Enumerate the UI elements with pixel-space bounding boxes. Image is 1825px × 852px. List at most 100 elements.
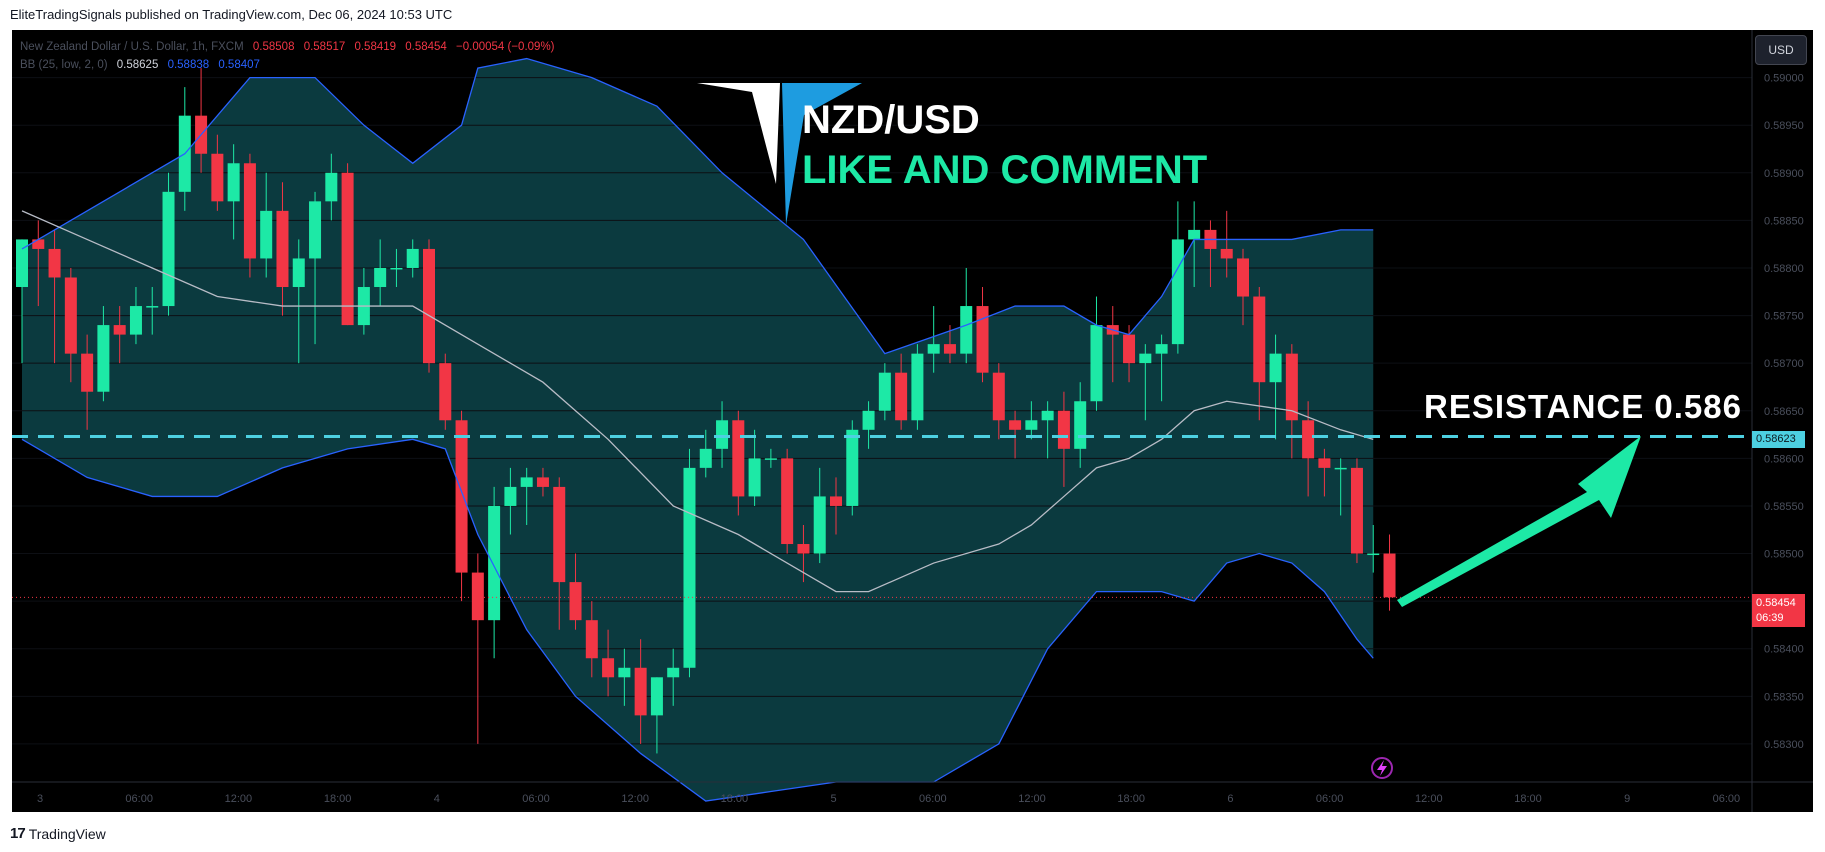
x-tick-label-17: 06:00 [1713, 793, 1741, 805]
candle-body-22 [374, 267, 387, 288]
candle-body-55 [911, 353, 924, 421]
brand-logo-blue-icon [782, 83, 862, 225]
chart-canvas[interactable]: 0.583000.583500.584000.584500.585000.585… [12, 30, 1813, 812]
candle-body-47 [781, 458, 794, 545]
candle-body-42 [699, 448, 712, 468]
candle-body-38 [634, 667, 647, 716]
y-tick-label-10: 0.58800 [1764, 263, 1804, 275]
candle-body-83 [1367, 553, 1380, 556]
candle-body-16 [276, 210, 289, 288]
candle-body-36 [602, 658, 615, 678]
candle-body-79 [1302, 420, 1315, 459]
x-tick-label-5: 06:00 [522, 793, 550, 805]
candle-body-72 [1188, 229, 1201, 240]
chart-frame[interactable]: 0.583000.583500.584000.584500.585000.585… [12, 30, 1813, 812]
candle-body-0 [16, 239, 28, 288]
y-tick-label-7: 0.58650 [1764, 406, 1804, 418]
x-tick-label-8: 5 [831, 793, 837, 805]
y-tick-label-4: 0.58500 [1764, 549, 1804, 561]
candle-body-30 [504, 486, 517, 506]
y-tick-label-12: 0.58900 [1764, 168, 1804, 180]
candle-body-44 [732, 420, 745, 497]
candle-body-18 [309, 201, 322, 259]
legend-row-symbol: New Zealand Dollar / U.S. Dollar, 1h, FX… [20, 38, 561, 56]
candle-body-78 [1285, 353, 1298, 421]
candle-body-9 [162, 191, 175, 307]
candle-body-27 [455, 420, 468, 573]
candle-body-46 [764, 458, 777, 460]
y-tick-label-11: 0.58850 [1764, 215, 1804, 227]
candle-body-29 [488, 505, 501, 621]
x-tick-label-14: 12:00 [1415, 793, 1443, 805]
candle-body-57 [943, 344, 956, 354]
y-tick-label-0: 0.58300 [1764, 739, 1804, 751]
legend-bb-up: 0.58838 [167, 59, 210, 71]
candle-body-70 [1155, 344, 1168, 354]
footer-brand-text: TradingView [28, 825, 106, 842]
candle-body-2 [48, 248, 61, 278]
legend-bb-lo: 0.58407 [218, 59, 260, 71]
footer-brand[interactable]: 17 TradingView [10, 825, 106, 842]
candle-body-23 [390, 267, 403, 270]
candle-body-32 [536, 477, 549, 487]
x-tick-label-15: 18:00 [1514, 793, 1542, 805]
candle-body-25 [423, 248, 435, 364]
x-tick-label-2: 12:00 [225, 793, 253, 805]
lightning-bolt-icon [1377, 760, 1387, 776]
legend-open: 0.58508 [252, 41, 295, 53]
candle-body-69 [1139, 353, 1152, 364]
y-tick-label-9: 0.58750 [1764, 311, 1804, 323]
y-tick-label-6: 0.58600 [1764, 453, 1804, 465]
candle-body-17 [292, 258, 305, 288]
resistance-price-badge: 0.58623 [1752, 431, 1805, 448]
candle-body-26 [439, 363, 452, 421]
candle-body-48 [797, 544, 810, 554]
candle-body-43 [716, 420, 729, 449]
candle-body-5 [97, 325, 110, 392]
chart-legend: New Zealand Dollar / U.S. Dollar, 1h, FX… [20, 38, 561, 74]
candle-body-31 [520, 477, 533, 487]
overlay-title: NZD/USD [802, 98, 980, 142]
candle-body-61 [1009, 420, 1022, 430]
candle-body-6 [113, 325, 126, 335]
legend-change: −0.00054 (−0.09%) [456, 41, 555, 53]
bb-lower-line [21, 438, 1374, 802]
legend-low: 0.58419 [354, 41, 397, 53]
candle-body-59 [976, 306, 989, 373]
legend-row-bb: BB (25, low, 2, 0) 0.58625 0.58838 0.584… [20, 56, 561, 74]
candle-body-84 [1383, 553, 1396, 598]
candle-body-62 [1025, 420, 1038, 430]
candle-body-80 [1318, 458, 1331, 468]
legend-high: 0.58517 [303, 41, 346, 53]
candle-body-77 [1269, 353, 1282, 383]
candle-body-3 [64, 277, 77, 354]
candle-body-41 [683, 467, 696, 668]
candle-body-34 [569, 582, 582, 621]
overlay-cta: LIKE AND COMMENT [802, 148, 1208, 192]
x-tick-label-11: 18:00 [1117, 793, 1145, 805]
lightning-icon [1371, 757, 1393, 779]
candle-body-52 [862, 410, 875, 430]
bb-upper-line [21, 57, 1374, 355]
candle-body-37 [618, 667, 631, 678]
legend-close: 0.58454 [405, 41, 447, 53]
candle-body-56 [927, 344, 940, 354]
bar-countdown: 06:39 [1756, 612, 1784, 624]
candle-body-60 [992, 372, 1005, 421]
candle-body-4 [81, 353, 94, 392]
candle-body-8 [146, 306, 159, 308]
candle-body-33 [553, 486, 566, 583]
candle-body-68 [1123, 334, 1136, 364]
candle-body-66 [1090, 325, 1103, 402]
candle-body-71 [1171, 239, 1184, 345]
candle-body-65 [1074, 401, 1087, 449]
x-tick-label-6: 12:00 [621, 793, 649, 805]
candle-body-63 [1041, 410, 1054, 421]
x-tick-label-0: 3 [37, 793, 43, 805]
currency-button[interactable]: USD [1755, 35, 1807, 65]
candle-body-24 [406, 248, 419, 268]
last-price-value: 0.58454 [1756, 597, 1796, 609]
candle-body-28 [471, 572, 484, 621]
brand-logo-white-icon [697, 83, 780, 184]
x-tick-label-16: 9 [1624, 793, 1630, 805]
